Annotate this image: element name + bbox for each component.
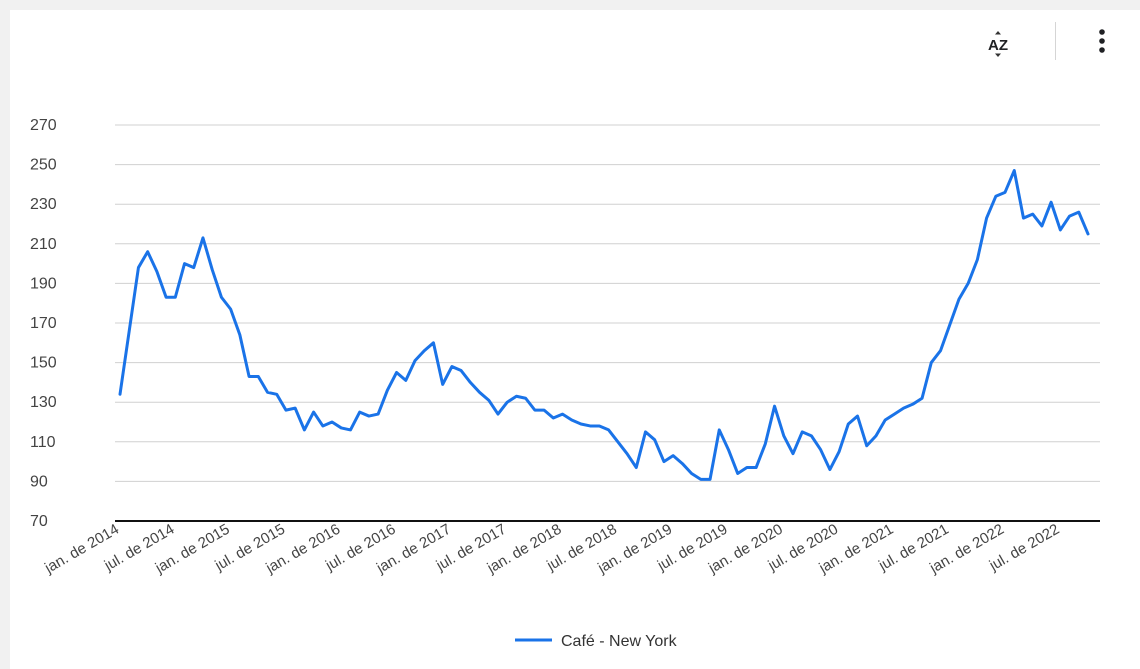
more-vert-icon[interactable] — [1088, 24, 1116, 60]
y-tick-label: 130 — [30, 394, 57, 411]
legend-label: Café - New York — [561, 633, 678, 650]
toolbar-divider — [1055, 22, 1056, 60]
more-vert-glyph — [1099, 29, 1105, 53]
sort-az-glyph: AZ — [988, 31, 1008, 57]
y-tick-label: 210 — [30, 236, 57, 253]
series-line-cafe-new-york — [118, 169, 1090, 481]
y-tick-label: 250 — [30, 157, 57, 174]
menu-dot — [1099, 38, 1105, 44]
y-tick-label: 110 — [30, 434, 56, 451]
menu-dot — [1099, 47, 1105, 53]
sort-up-arrow — [995, 31, 1001, 35]
line-chart: 70 90 110 130 150 170 190 210 230 250 270 jan. de … — [30, 117, 1100, 650]
y-axis-ticks: 70 90 110 130 150 170 190 210 230 250 270 — [30, 117, 57, 530]
y-tick-label: 70 — [30, 513, 48, 530]
series-layer — [118, 169, 1090, 481]
sort-az-letters: AZ — [988, 37, 1008, 54]
y-tick-label: 230 — [30, 196, 57, 213]
sort-az-icon[interactable]: AZ — [980, 26, 1016, 62]
y-tick-label: 90 — [30, 473, 48, 490]
y-tick-label: 170 — [30, 315, 57, 332]
y-tick-label: 150 — [30, 355, 57, 372]
menu-dot — [1099, 29, 1105, 35]
legend: Café - New York — [515, 633, 678, 650]
sort-down-arrow — [995, 53, 1001, 57]
chart-card: AZ 70 90 110 130 150 170 190 210 230 250 270 jan. … — [10, 10, 1140, 669]
y-tick-label: 190 — [30, 275, 57, 292]
y-tick-label: 270 — [30, 117, 57, 134]
grid-lines — [115, 124, 1100, 522]
